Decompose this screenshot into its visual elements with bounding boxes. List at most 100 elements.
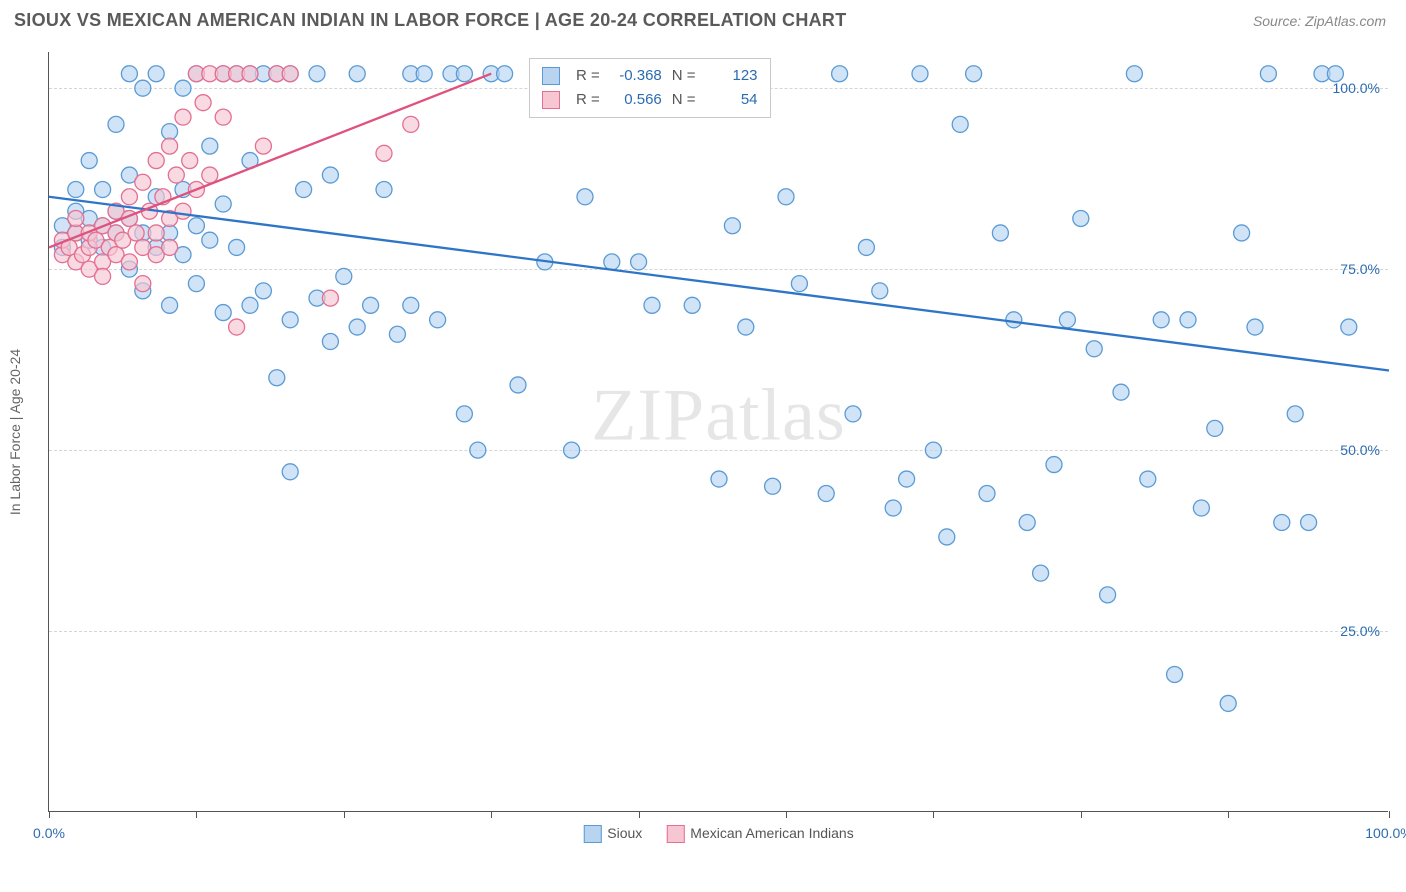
- data-point: [912, 66, 928, 82]
- data-point: [684, 297, 700, 313]
- data-point: [711, 471, 727, 487]
- data-point: [1113, 384, 1129, 400]
- data-point: [282, 312, 298, 328]
- legend-swatch: [542, 67, 560, 85]
- data-point: [724, 218, 740, 234]
- data-point: [229, 319, 245, 335]
- legend-r-label: R =: [576, 64, 600, 88]
- data-point: [162, 124, 178, 140]
- legend-r-label: R =: [576, 88, 600, 112]
- x-tick: [49, 811, 50, 818]
- data-point: [389, 326, 405, 342]
- data-point: [175, 80, 191, 96]
- data-point: [202, 167, 218, 183]
- data-point: [336, 268, 352, 284]
- data-point: [162, 239, 178, 255]
- data-point: [966, 66, 982, 82]
- data-point: [121, 66, 137, 82]
- data-point: [925, 442, 941, 458]
- data-point: [1019, 514, 1035, 530]
- data-point: [255, 283, 271, 299]
- data-point: [1247, 319, 1263, 335]
- legend-n-value: 54: [706, 88, 758, 112]
- data-point: [175, 109, 191, 125]
- data-point: [1086, 341, 1102, 357]
- data-point: [1193, 500, 1209, 516]
- data-point: [322, 167, 338, 183]
- data-point: [510, 377, 526, 393]
- data-point: [456, 406, 472, 422]
- x-tick: [933, 811, 934, 818]
- data-point: [1033, 565, 1049, 581]
- data-point: [215, 109, 231, 125]
- data-point: [202, 232, 218, 248]
- legend-series-name: Mexican American Indians: [690, 825, 853, 841]
- data-point: [899, 471, 915, 487]
- data-point: [376, 182, 392, 198]
- data-point: [242, 66, 258, 82]
- data-point: [403, 116, 419, 132]
- data-point: [195, 95, 211, 111]
- x-tick: [786, 811, 787, 818]
- data-point: [322, 334, 338, 350]
- data-point: [148, 225, 164, 241]
- legend-swatch: [542, 91, 560, 109]
- data-point: [1260, 66, 1276, 82]
- legend-r-value: 0.566: [610, 88, 662, 112]
- data-point: [162, 138, 178, 154]
- data-point: [631, 254, 647, 270]
- data-point: [1220, 695, 1236, 711]
- data-point: [845, 406, 861, 422]
- data-point: [1180, 312, 1196, 328]
- data-point: [872, 283, 888, 299]
- data-point: [1100, 587, 1116, 603]
- data-point: [148, 153, 164, 169]
- data-point: [1126, 66, 1142, 82]
- data-point: [128, 225, 144, 241]
- data-point: [979, 486, 995, 502]
- legend-row: R =0.566N =54: [542, 88, 758, 112]
- data-point: [952, 116, 968, 132]
- legend-r-value: -0.368: [610, 64, 662, 88]
- data-point: [1167, 666, 1183, 682]
- legend-item: Mexican American Indians: [666, 825, 853, 843]
- series-legend: Sioux Mexican American Indians: [583, 825, 853, 843]
- data-point: [738, 319, 754, 335]
- data-point: [269, 370, 285, 386]
- data-point: [229, 239, 245, 255]
- data-point: [95, 268, 111, 284]
- x-tick: [196, 811, 197, 818]
- data-point: [1341, 319, 1357, 335]
- x-tick: [639, 811, 640, 818]
- data-point: [349, 66, 365, 82]
- x-tick: [1081, 811, 1082, 818]
- data-point: [95, 182, 111, 198]
- data-point: [135, 174, 151, 190]
- data-point: [215, 305, 231, 321]
- data-point: [148, 66, 164, 82]
- data-point: [322, 290, 338, 306]
- trend-line: [49, 197, 1389, 371]
- data-point: [168, 167, 184, 183]
- data-point: [81, 153, 97, 169]
- legend-item: Sioux: [583, 825, 642, 843]
- trend-line: [49, 74, 491, 248]
- x-tick-label: 0.0%: [33, 825, 65, 841]
- data-point: [1207, 420, 1223, 436]
- data-point: [885, 500, 901, 516]
- data-point: [778, 189, 794, 205]
- data-point: [135, 276, 151, 292]
- data-point: [121, 189, 137, 205]
- chart-title: SIOUX VS MEXICAN AMERICAN INDIAN IN LABO…: [14, 10, 847, 31]
- data-point: [121, 254, 137, 270]
- data-point: [403, 297, 419, 313]
- data-point: [255, 138, 271, 154]
- data-point: [188, 276, 204, 292]
- x-tick: [491, 811, 492, 818]
- data-point: [108, 116, 124, 132]
- data-point: [182, 153, 198, 169]
- data-point: [1153, 312, 1169, 328]
- data-point: [242, 297, 258, 313]
- data-point: [202, 138, 218, 154]
- data-point: [175, 203, 191, 219]
